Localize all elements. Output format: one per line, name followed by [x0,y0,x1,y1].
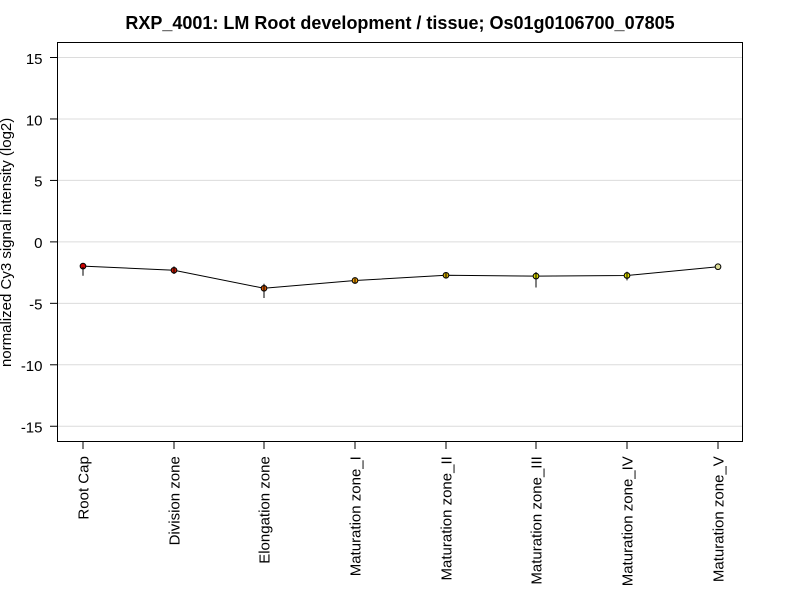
svg-text:-5: -5 [29,297,42,314]
svg-text:15: 15 [26,51,43,68]
svg-text:Maturation zone_IV: Maturation zone_IV [619,456,636,586]
svg-text:0: 0 [34,235,42,252]
svg-text:Division zone: Division zone [166,456,183,545]
svg-text:-15: -15 [21,420,43,437]
svg-text:normalized Cy3 signal intensit: normalized Cy3 signal intensity (log2) [0,118,15,367]
svg-text:10: 10 [26,112,43,129]
svg-text:Maturation zone_II: Maturation zone_II [438,456,455,580]
svg-text:5: 5 [34,174,42,191]
svg-text:Elongation zone: Elongation zone [256,456,273,564]
svg-text:RXP_4001: LM Root development: RXP_4001: LM Root development / tissue; … [125,13,674,33]
svg-text:Maturation zone_I: Maturation zone_I [347,456,364,576]
svg-text:-10: -10 [21,358,43,375]
svg-text:Maturation zone_III: Maturation zone_III [528,456,545,584]
svg-text:Maturation zone_V: Maturation zone_V [710,456,727,582]
svg-text:Root Cap: Root Cap [75,456,92,519]
